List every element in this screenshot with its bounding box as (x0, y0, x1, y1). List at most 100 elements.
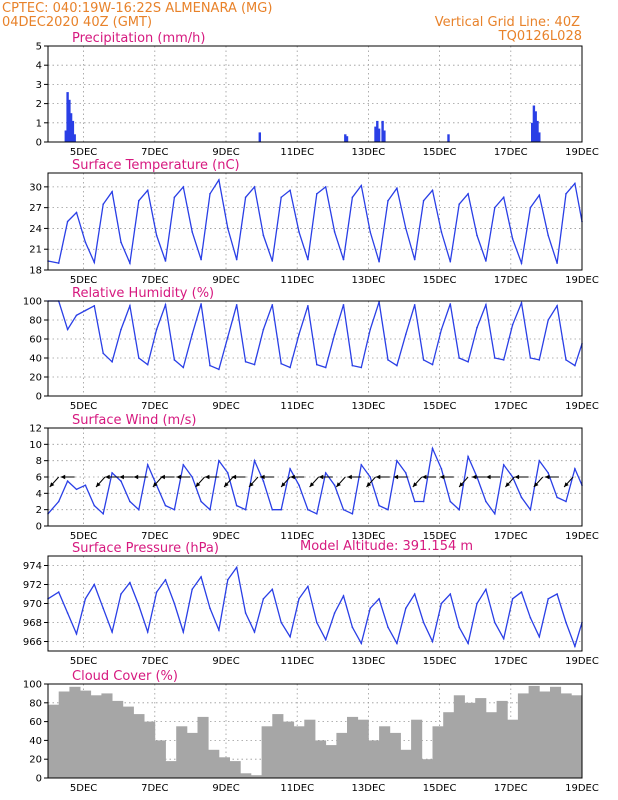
x-tick-label: 11DEC (280, 275, 314, 286)
data-point (57, 591, 60, 593)
data-point (342, 595, 345, 597)
x-tick-label: 9DEC (212, 275, 239, 286)
panel-wind: Surface Wind (m/s) 5DEC 7DEC 9DEC 11DEC 13DEC… (29, 413, 599, 542)
y-tick-label: 60 (29, 717, 42, 728)
y-tick-label: 0 (36, 392, 42, 403)
data-point (307, 508, 309, 511)
x-tick-label: 9DEC (212, 147, 239, 158)
data-point (556, 593, 558, 595)
data-point (218, 629, 220, 631)
data-point (440, 328, 443, 331)
data-point (84, 241, 87, 244)
data-point (271, 304, 274, 306)
data-point (333, 333, 336, 336)
data-point (494, 357, 496, 359)
data-point (102, 607, 104, 610)
precip-bar (69, 113, 73, 142)
data-point (120, 328, 122, 331)
data-point (182, 464, 185, 466)
data-point (351, 196, 354, 199)
data-point (405, 472, 407, 474)
data-point (458, 203, 461, 205)
data-point (387, 359, 389, 361)
data-point (547, 598, 549, 600)
wind-arrowhead (195, 482, 201, 487)
cloud-bar (550, 686, 562, 778)
data-point (467, 455, 469, 458)
data-point (111, 190, 113, 193)
cloud-bar (400, 749, 412, 778)
data-point (458, 508, 461, 511)
data-point (476, 602, 478, 605)
data-point (120, 593, 122, 595)
cloud-bar (496, 700, 508, 778)
data-point (494, 206, 496, 209)
data-point (333, 612, 336, 614)
wind-arrowhead (204, 474, 210, 480)
wind-arrowhead (160, 474, 165, 480)
data-point (565, 621, 567, 624)
panel-frame (47, 300, 583, 397)
data-point (440, 468, 443, 470)
data-point (494, 513, 496, 515)
wind-arrowhead (486, 474, 491, 480)
data-point (351, 626, 354, 629)
data-point (502, 464, 505, 466)
precip-bar (68, 99, 71, 142)
data-point (547, 472, 549, 474)
data-point (280, 196, 283, 199)
data-point (574, 468, 576, 470)
precip-bar (374, 126, 377, 142)
data-point (378, 504, 380, 507)
data-point (191, 476, 193, 478)
wind-arrowhead (336, 482, 341, 487)
data-point (75, 314, 78, 317)
wind-arrowhead (564, 482, 569, 487)
x-tick-label: 17DEC (494, 275, 528, 286)
data-point (262, 480, 265, 482)
cloud-bar (48, 704, 60, 778)
data-point (253, 363, 256, 366)
cloud-bar (261, 726, 273, 778)
x-tick-label: 5DEC (70, 275, 97, 286)
wind-arrowhead (309, 482, 315, 487)
data-point (360, 366, 363, 369)
wind-arrowhead (133, 474, 139, 480)
data-point (467, 193, 469, 195)
wind-arrowhead (96, 482, 101, 487)
precip-bar (377, 128, 381, 142)
data-point (280, 508, 283, 511)
x-tick-label: 19DEC (565, 401, 599, 412)
data-point (235, 504, 238, 507)
x-tick-label: 17DEC (494, 531, 528, 542)
x-tick-label: 13DEC (352, 531, 386, 542)
cloud-bar (293, 726, 305, 778)
data-point (75, 211, 78, 214)
data-point (547, 319, 549, 321)
precip-bar (532, 105, 536, 142)
precip-bar (66, 92, 69, 142)
data-point (75, 633, 78, 635)
data-point (289, 468, 291, 470)
cloud-bar (122, 706, 134, 778)
y-tick-label: 20 (29, 373, 42, 384)
data-point (360, 184, 363, 187)
data-point (57, 500, 60, 503)
data-point (298, 484, 300, 487)
data-point (360, 642, 363, 645)
y-tick-label: 3 (36, 80, 42, 91)
cloud-bar (272, 714, 284, 778)
y-tick-label: 4 (36, 61, 42, 72)
data-point (200, 576, 202, 578)
data-point (262, 598, 265, 600)
data-point (369, 231, 372, 233)
data-point (502, 196, 505, 199)
wind-arrowhead (318, 474, 324, 480)
precip-bar (258, 132, 261, 142)
y-tick-label: 27 (29, 203, 42, 214)
data-point (191, 231, 193, 233)
y-tick-label: 80 (29, 316, 42, 327)
cloud-bar (240, 773, 252, 778)
wind-arrowhead (544, 474, 550, 480)
cloud-bar (539, 691, 551, 778)
